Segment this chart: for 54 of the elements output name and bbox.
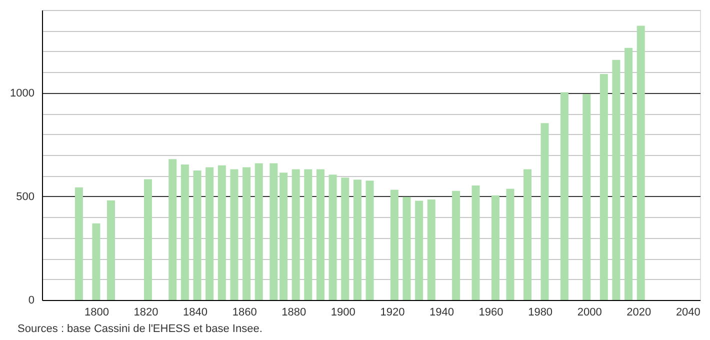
bar (612, 60, 620, 300)
bar (506, 188, 514, 300)
bar (560, 92, 568, 300)
bar (600, 74, 608, 300)
bar (218, 165, 226, 300)
bar (402, 196, 411, 300)
x-tick-label: 1840 (183, 306, 208, 318)
bar (582, 94, 591, 300)
x-tick-label: 1940 (429, 306, 454, 318)
x-tick-label: 1880 (282, 306, 306, 318)
bar (390, 190, 398, 300)
bar (472, 185, 480, 300)
bar (254, 163, 263, 300)
bar (366, 180, 374, 300)
bar (328, 174, 337, 300)
bar (180, 164, 189, 300)
bar (636, 26, 645, 300)
x-tick-label: 1800 (84, 306, 109, 318)
x-tick-label: 2000 (577, 306, 602, 318)
bar (193, 170, 202, 300)
x-tick-label: 2040 (676, 306, 700, 318)
bar (316, 169, 324, 300)
source-note: Sources : base Cassini de l'EHESS et base Insee. (18, 323, 262, 335)
y-tick-label: 1000 (10, 87, 34, 100)
bar (292, 169, 300, 300)
bar (353, 180, 362, 300)
x-tick-label: 1820 (134, 306, 158, 318)
x-tick-label: 1900 (330, 306, 356, 318)
x-tick-label: 1860 (232, 306, 257, 318)
bar (523, 169, 532, 300)
x-tick-label: 1920 (380, 306, 405, 318)
bar (92, 223, 100, 300)
bar (415, 200, 424, 300)
bar (624, 48, 633, 300)
bar (168, 159, 177, 300)
bar (144, 179, 152, 300)
bar (280, 172, 288, 300)
bar (540, 123, 549, 300)
x-tick-label: 2020 (626, 306, 652, 318)
y-tick-label: 500 (16, 190, 34, 203)
x-tick-label: 1980 (528, 306, 553, 318)
bar (230, 169, 238, 300)
bar (107, 200, 116, 300)
bar (491, 195, 500, 300)
bar (206, 167, 214, 300)
bar (242, 167, 251, 300)
bar (270, 163, 278, 300)
bar (427, 200, 436, 300)
y-tick-label: 0 (28, 294, 34, 306)
bar (452, 190, 460, 300)
bar (341, 178, 350, 300)
bar (304, 169, 312, 300)
x-tick-label: 1960 (478, 306, 504, 318)
bar (74, 187, 83, 300)
